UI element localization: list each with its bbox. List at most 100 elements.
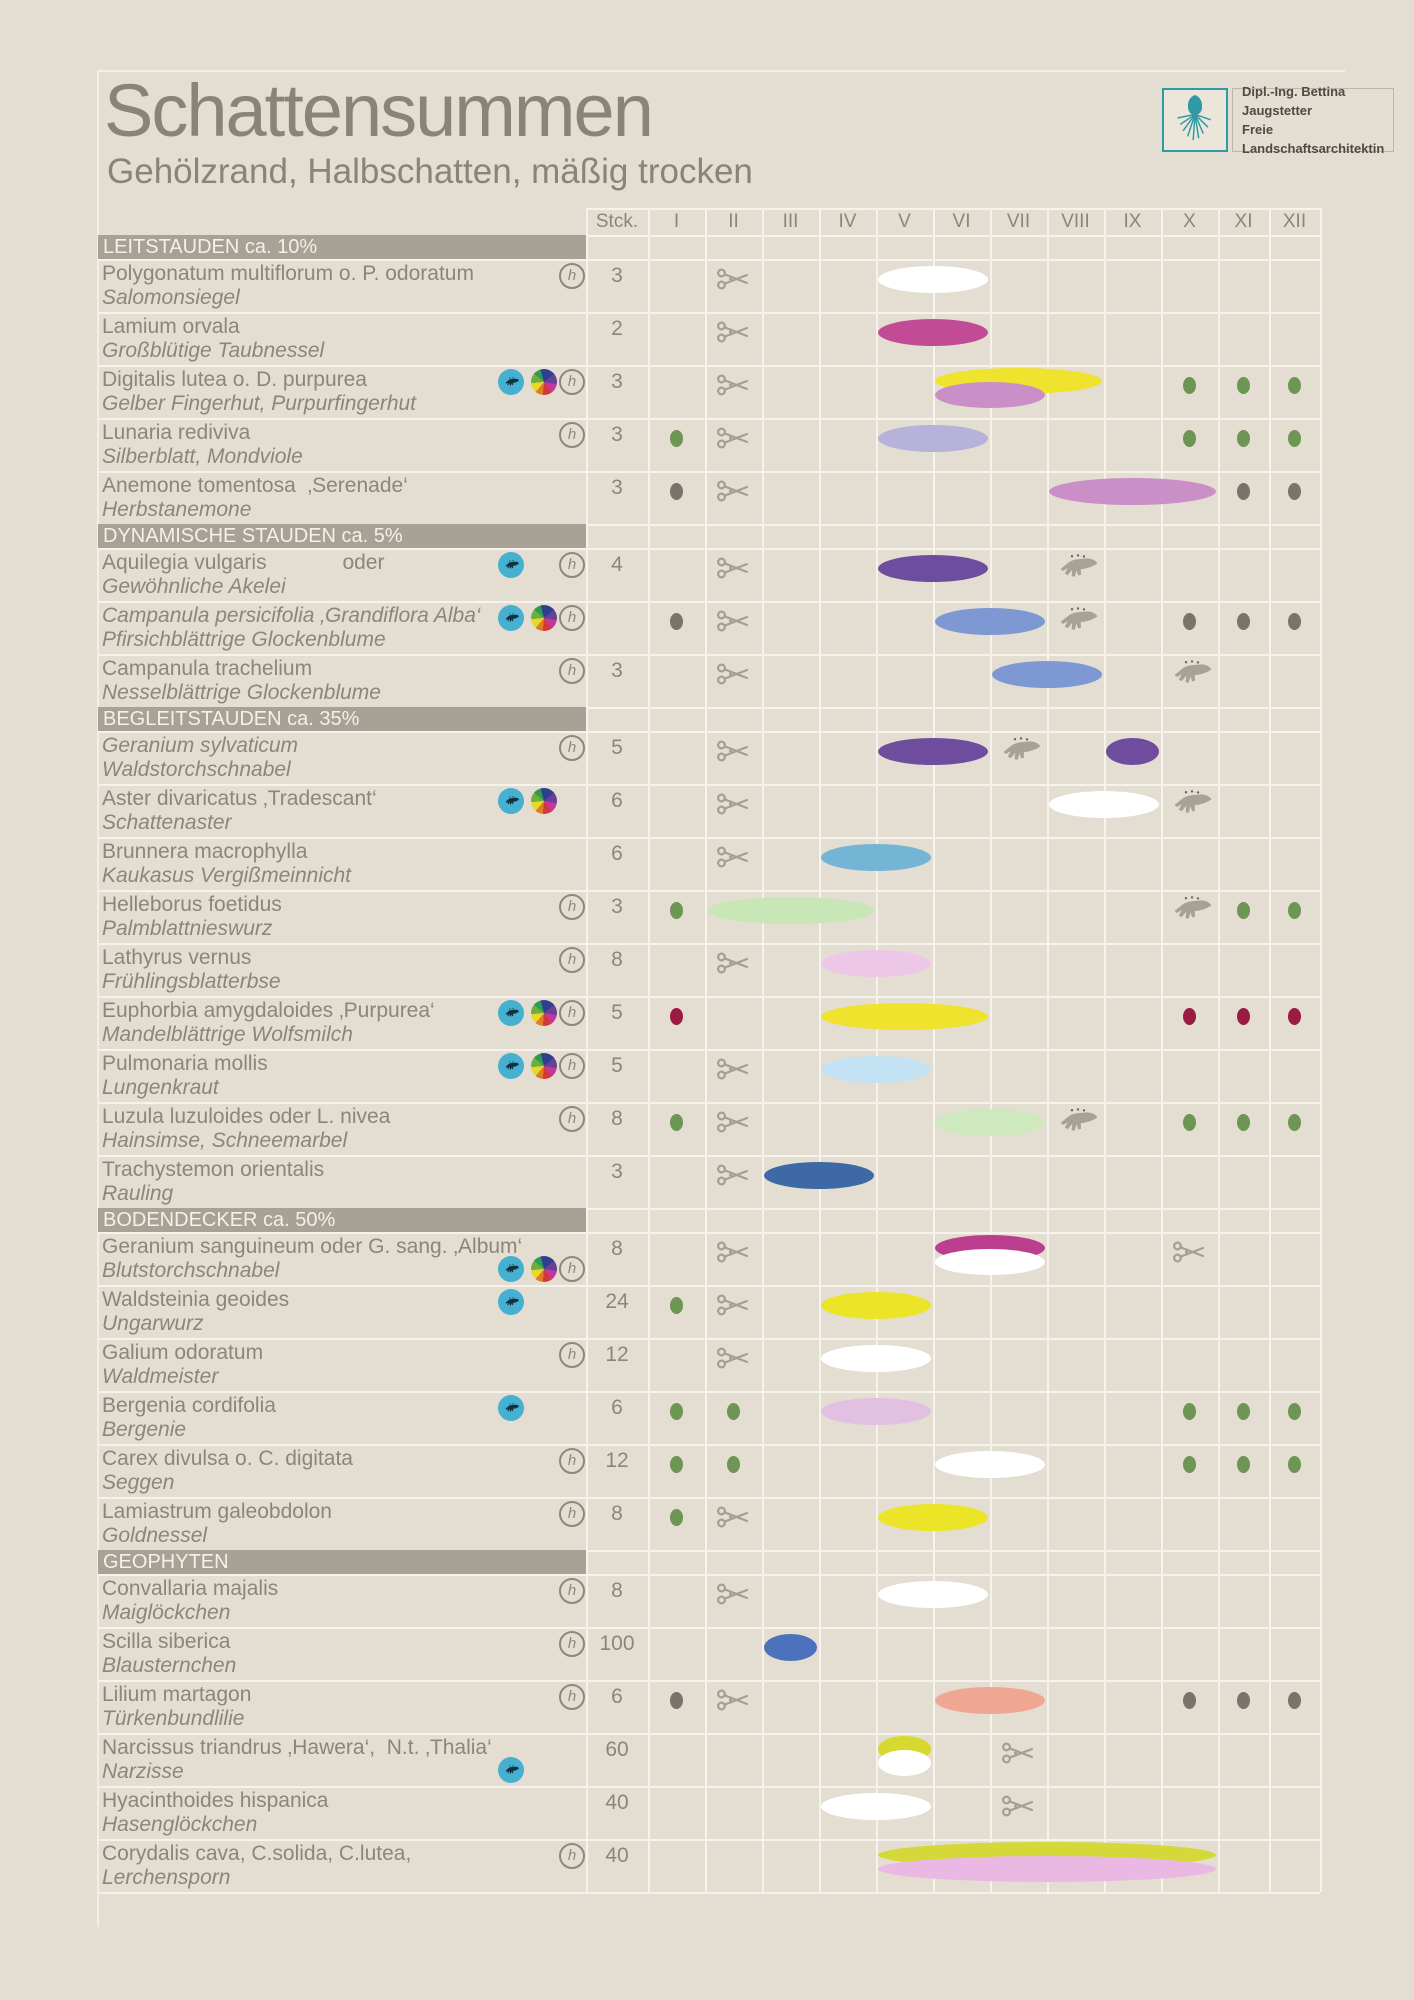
section-header: LEITSTAUDEN ca. 10% [98, 235, 586, 259]
grid-line-h [98, 1680, 1320, 1682]
h-badge-icon: h [559, 605, 585, 631]
self-seeding-badge-icon [498, 605, 524, 631]
color-wheel-badge-icon [531, 1256, 557, 1282]
seed-dot [1288, 613, 1301, 630]
color-wheel-badge-icon [531, 369, 557, 395]
h-badge-icon: h [559, 263, 585, 289]
month-header: I [673, 211, 680, 232]
grid-line-h [98, 731, 1320, 733]
seed-dot [1288, 483, 1301, 500]
h-badge-icon: h [559, 1256, 585, 1282]
grid-line-h [98, 1839, 1320, 1841]
seed-dot [1237, 430, 1250, 447]
plant-german-name: Gelber Fingerhut, Purpurfingerhut [102, 392, 417, 415]
grid-line-h [98, 1550, 1320, 1552]
grid-line-h [98, 601, 1320, 603]
bloom-ellipse [992, 661, 1102, 688]
plant-latin-name: Lathyrus vernus [102, 946, 252, 969]
seed-dot [1237, 1456, 1250, 1473]
plant-german-name: Bergenie [102, 1418, 187, 1441]
scissors-icon [716, 267, 752, 291]
grid-line-h [98, 259, 1320, 261]
grid-line-h [98, 1497, 1320, 1499]
quantity-value: 3 [611, 1160, 623, 1183]
plant-german-name: Waldmeister [102, 1365, 219, 1388]
seed-dot [670, 1114, 683, 1131]
color-wheel-badge-icon [531, 1053, 557, 1079]
scissors-icon [716, 739, 752, 763]
color-wheel-badge-icon [531, 788, 557, 814]
bloom-ellipse [821, 844, 931, 871]
grid-line-h [98, 1892, 1320, 1894]
quantity-value: 5 [611, 1054, 623, 1077]
bloom-ellipse [935, 1451, 1045, 1478]
month-header: IX [1123, 211, 1142, 232]
h-badge-icon: h [559, 1684, 585, 1710]
grid-line-h [98, 837, 1320, 839]
bloom-ellipse [707, 897, 874, 924]
plant-latin-name: Scilla siberica [102, 1630, 231, 1653]
seed-dot [1288, 1008, 1301, 1025]
scissors-icon [716, 1240, 752, 1264]
quantity-value: 2 [611, 317, 623, 340]
grid-line-h [98, 1444, 1320, 1446]
self-seeding-badge-icon [498, 788, 524, 814]
seed-dot [1183, 1403, 1196, 1420]
month-header: II [728, 211, 739, 232]
plant-latin-name: Aster divaricatus ‚Tradescant‘ [102, 787, 377, 810]
quantity-value: 8 [611, 948, 623, 971]
hand-seeding-icon [1167, 789, 1213, 819]
month-header: XI [1234, 211, 1253, 232]
plant-latin-name: Geranium sylvaticum [102, 734, 299, 757]
scissors-icon [1001, 1794, 1037, 1818]
plant-latin-name: Trachystemon orientalis [102, 1158, 325, 1181]
quantity-value: 12 [605, 1343, 629, 1366]
quantity-value: 6 [611, 1396, 623, 1419]
scissors-icon [716, 951, 752, 975]
bloom-ellipse [878, 1504, 988, 1531]
quantity-value: 3 [611, 370, 623, 393]
seed-dot [670, 1403, 683, 1420]
plant-latin-name: Narcissus triandrus ‚Hawera‘, N.t. ‚Thal… [102, 1736, 492, 1759]
grid-line-h [98, 418, 1320, 420]
quantity-value: 24 [605, 1290, 629, 1313]
plant-german-name: Blutstorchschnabel [102, 1259, 280, 1282]
bloom-ellipse [821, 1056, 931, 1083]
seed-dot [1183, 1008, 1196, 1025]
quantity-value: 3 [611, 476, 623, 499]
grid-line-h [98, 1338, 1320, 1340]
grid-line-h [98, 1574, 1320, 1576]
self-seeding-badge-icon [498, 552, 524, 578]
plant-latin-name: Brunnera macrophylla [102, 840, 308, 863]
h-badge-icon: h [559, 1053, 585, 1079]
color-wheel-badge-icon [531, 605, 557, 631]
grid-line-h [98, 1733, 1320, 1735]
seed-dot [1237, 483, 1250, 500]
seed-dot [670, 483, 683, 500]
hand-seeding-icon [1053, 1107, 1099, 1137]
quantity-value: 8 [611, 1107, 623, 1130]
quantity-value: 3 [611, 423, 623, 446]
plant-german-name: Türkenbundlilie [102, 1707, 245, 1730]
month-header: X [1183, 211, 1196, 232]
plant-latin-name: Anemone tomentosa ‚Serenade‘ [102, 474, 408, 497]
scissors-icon [716, 320, 752, 344]
self-seeding-badge-icon [498, 1395, 524, 1421]
bloom-ellipse [878, 1750, 931, 1776]
quantity-value: 60 [605, 1738, 629, 1761]
plant-latin-name: Euphorbia amygdaloides ‚Purpurea‘ [102, 999, 435, 1022]
logo-name-line: Dipl.-Ing. Bettina Jaugstetter [1242, 84, 1346, 118]
quantity-value: 5 [611, 736, 623, 759]
quantity-value: 6 [611, 789, 623, 812]
page-title: Schattensummen [104, 69, 654, 152]
plant-german-name: Waldstorchschnabel [102, 758, 291, 781]
h-badge-icon: h [559, 1342, 585, 1368]
bloom-ellipse [935, 608, 1045, 635]
section-header: DYNAMISCHE STAUDEN ca. 5% [98, 524, 586, 548]
scissors-icon [716, 1688, 752, 1712]
plant-latin-name: Luzula luzuloides oder L. nivea [102, 1105, 391, 1128]
scissors-icon [716, 1505, 752, 1529]
self-seeding-badge-icon [498, 1757, 524, 1783]
quantity-value: 6 [611, 1685, 623, 1708]
